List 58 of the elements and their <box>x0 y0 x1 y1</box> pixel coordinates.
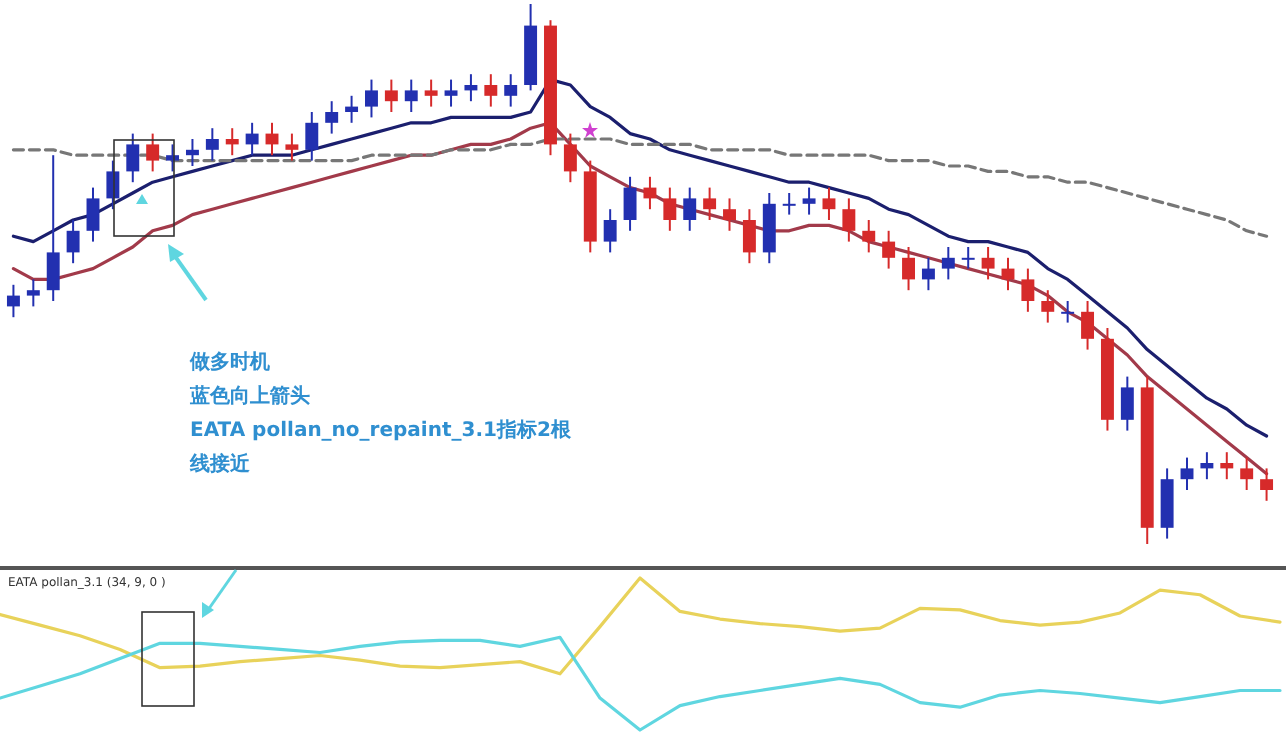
candlestick <box>384 78 398 113</box>
candlestick <box>941 246 955 281</box>
candlestick <box>802 186 816 216</box>
candlestick <box>225 127 239 157</box>
candlestick <box>86 186 100 243</box>
candlestick <box>6 283 20 319</box>
candlestick <box>285 132 299 162</box>
candlestick <box>245 121 259 157</box>
candlestick <box>305 111 319 162</box>
candlestick <box>921 256 935 292</box>
candlestick <box>842 197 856 243</box>
annotation: 做多时机 <box>188 350 270 374</box>
candlestick <box>683 186 697 232</box>
candlestick <box>643 175 657 211</box>
candlestick <box>1240 456 1254 491</box>
candlestick <box>961 246 975 270</box>
candlestick <box>603 208 617 254</box>
candlestick <box>166 143 180 173</box>
candlestick <box>484 73 498 108</box>
candlestick <box>185 138 199 167</box>
candlestick <box>663 186 677 232</box>
candlestick <box>1061 300 1075 324</box>
candlestick <box>742 208 756 265</box>
candlestick <box>862 219 876 254</box>
candlestick <box>1260 467 1274 502</box>
candlestick <box>444 78 458 108</box>
candlestick <box>822 186 836 221</box>
candlestick <box>723 197 736 232</box>
candlestick <box>404 78 418 113</box>
candlestick <box>1200 451 1214 481</box>
candlestick <box>1220 451 1234 481</box>
candlestick <box>66 219 80 265</box>
annotation: 蓝色向上箭头 <box>188 384 310 408</box>
candlestick <box>902 246 915 292</box>
annotation: 线接近 <box>188 452 252 476</box>
candlestick <box>1180 456 1194 491</box>
candlestick <box>345 94 359 124</box>
candlestick <box>981 246 995 281</box>
annotation: EATA pollan_no_repaint_3.1指标2根 <box>190 418 573 442</box>
candlestick <box>504 73 518 108</box>
candlestick <box>424 78 438 108</box>
candlestick <box>205 127 219 162</box>
candlestick <box>563 132 577 184</box>
candlestick <box>1021 267 1035 313</box>
candlestick <box>464 73 478 103</box>
candlestick <box>126 132 140 184</box>
candlestick <box>365 78 378 119</box>
candlestick <box>146 132 160 173</box>
candlestick <box>623 175 637 232</box>
candlestick <box>782 192 796 216</box>
candlestick <box>26 278 40 308</box>
candlestick <box>703 186 717 221</box>
candlestick <box>325 100 339 135</box>
candlestick <box>1120 375 1134 432</box>
candlestick <box>882 229 896 270</box>
candlestick <box>46 154 60 302</box>
candlestick <box>1041 289 1055 324</box>
candlestick <box>1081 300 1095 351</box>
